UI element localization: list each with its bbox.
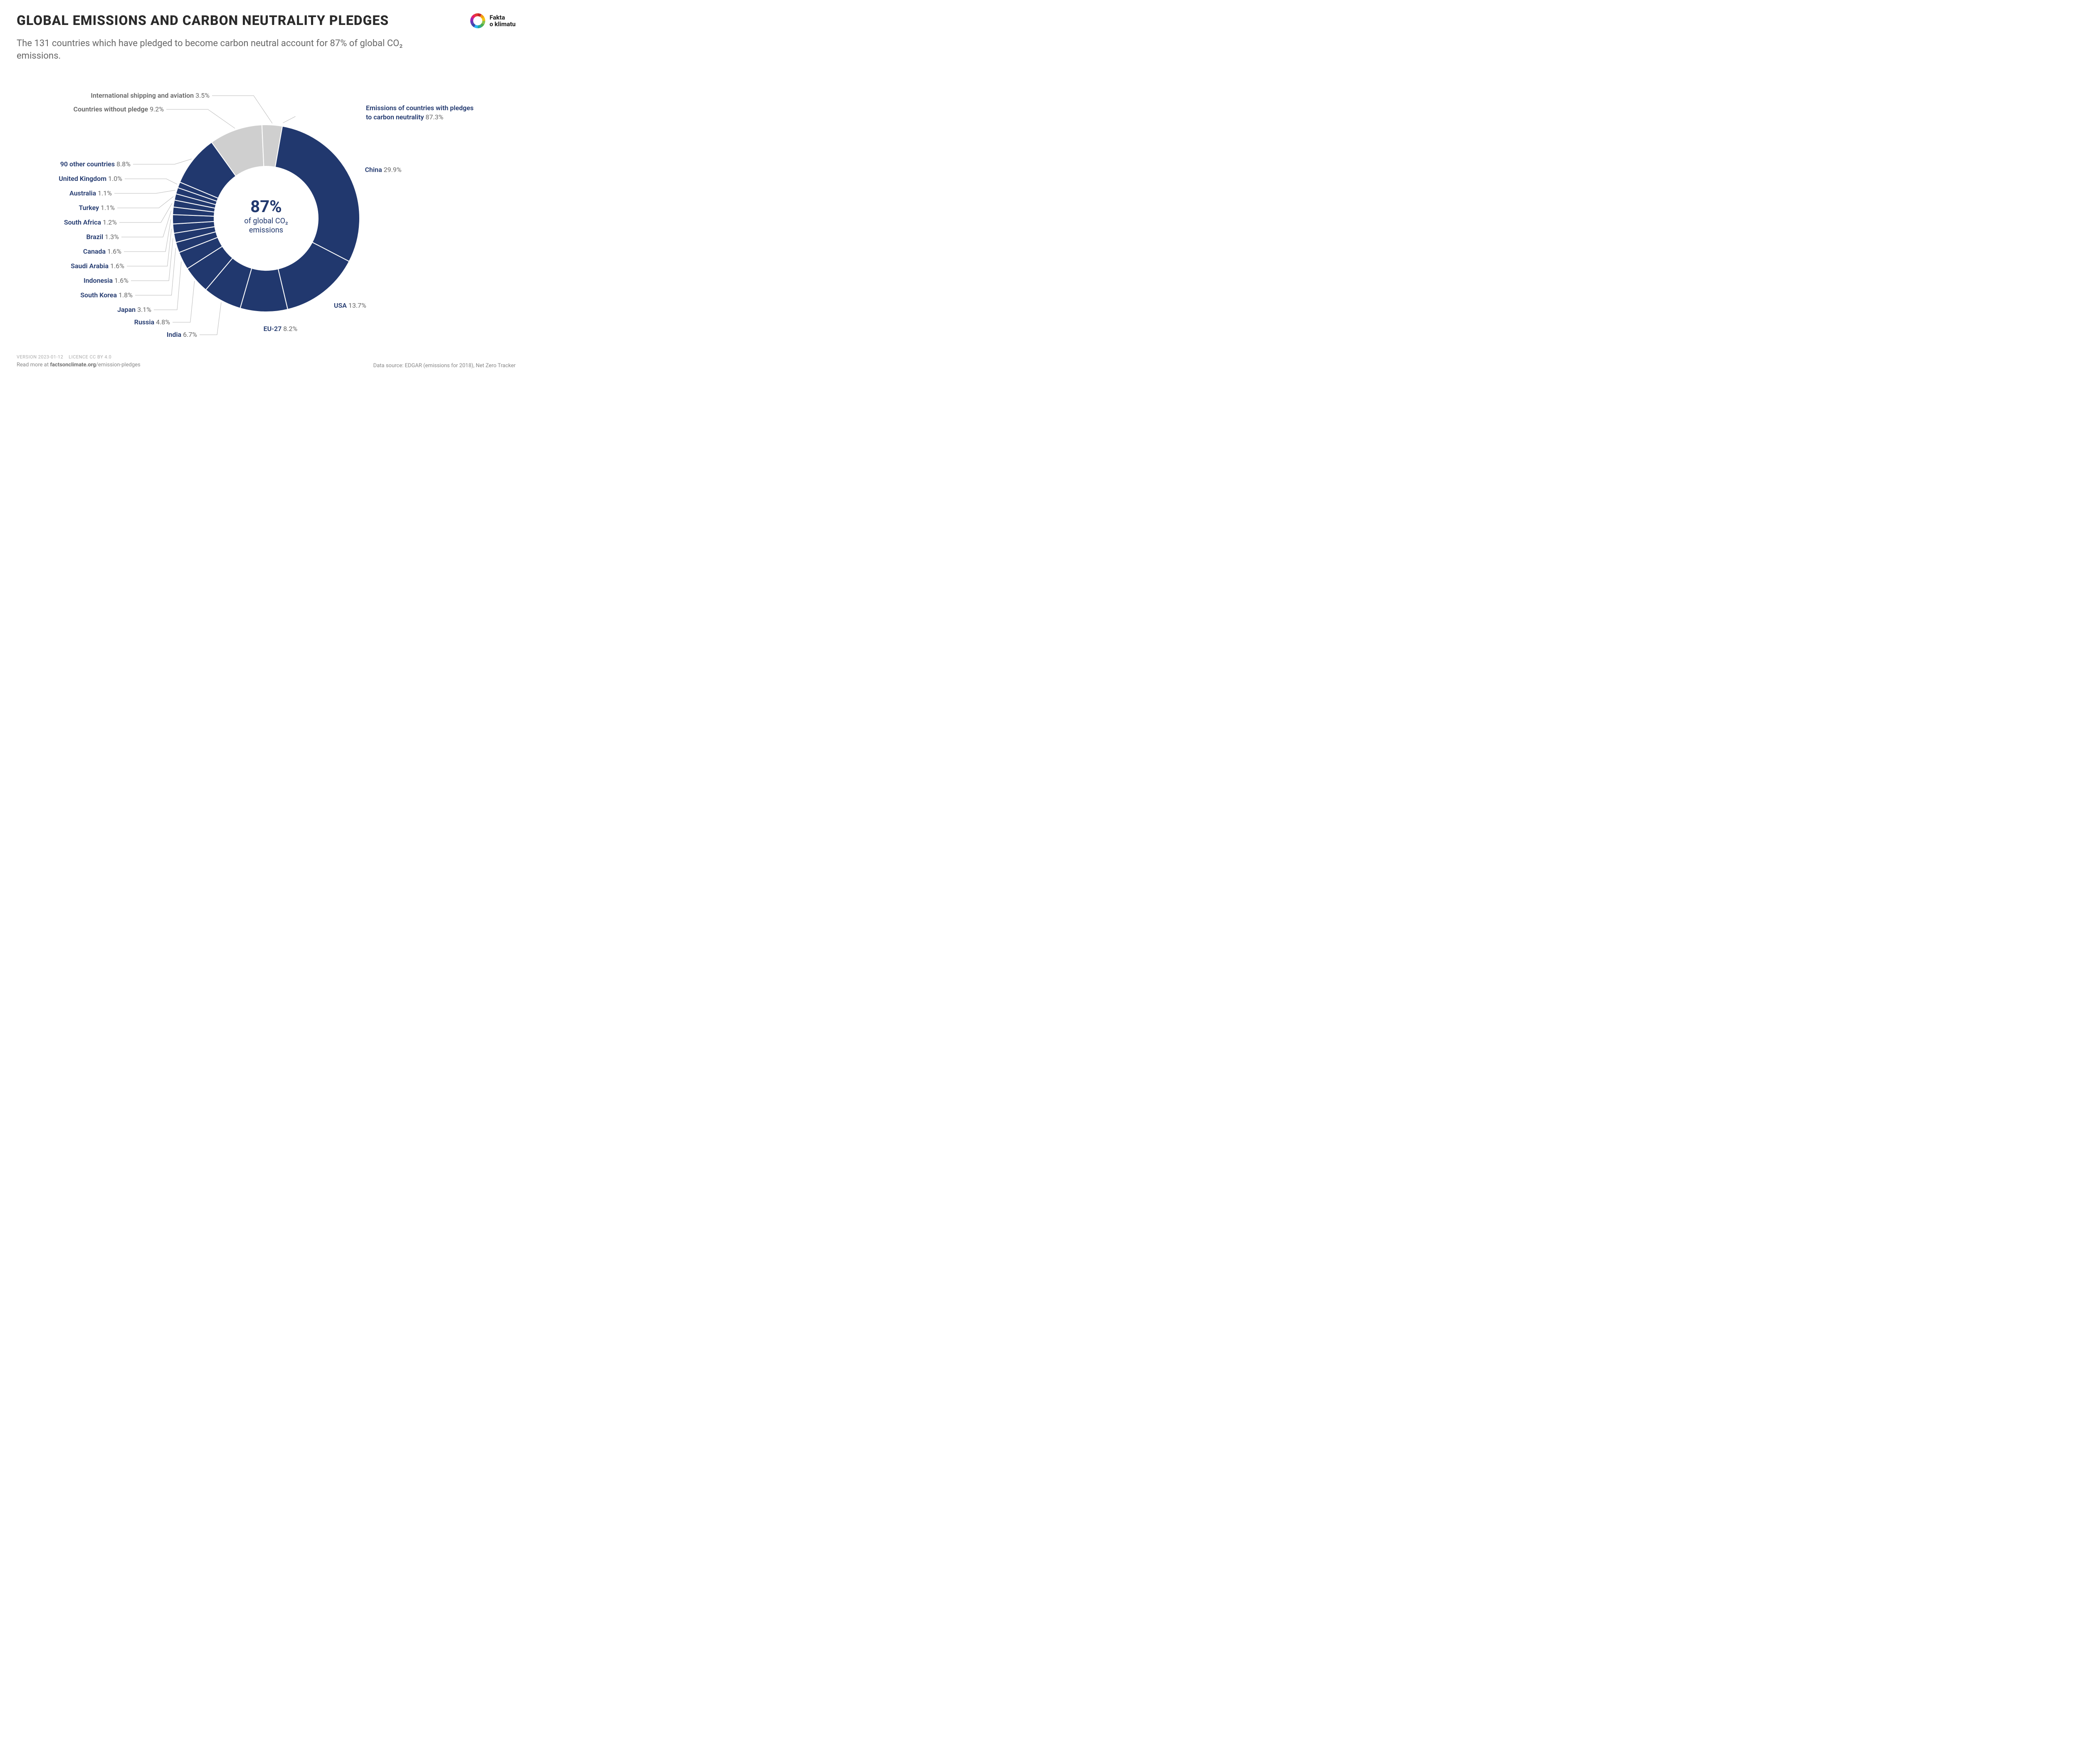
slice-label: Countries without pledge 9.2%	[74, 105, 164, 113]
slice-label: United Kingdom 1.0%	[59, 175, 122, 183]
slice-label: China 29.9%	[365, 166, 402, 174]
pledge-header-label: Emissions of countries with pledges	[366, 104, 474, 112]
logo-line2: o klimatu	[489, 21, 516, 28]
donut-chart: 87%of global CO₂emissions Emissions of co…	[0, 60, 532, 347]
logo-line1: Fakta	[489, 14, 516, 21]
slice-label: Indonesia 1.6%	[84, 277, 128, 284]
pledge-header-label: to carbon neutrality 87.3%	[366, 113, 444, 121]
brand-logo: Fakta o klimatu	[469, 12, 516, 29]
center-caption: emissions	[249, 226, 283, 235]
center-caption: of global CO₂	[244, 217, 288, 225]
slice-label: Turkey 1.1%	[79, 204, 115, 212]
slice-label: South Africa 1.2%	[64, 218, 117, 226]
slice-label: 90 other countries 8.8%	[60, 160, 131, 168]
readmore-text: Read more at factsonclimate.org/emission…	[17, 361, 141, 369]
slice-label: India 6.7%	[167, 331, 197, 338]
center-percentage: 87%	[250, 197, 281, 216]
page-title: GLOBAL EMISSIONS AND CARBON NEUTRALITY P…	[17, 12, 389, 28]
slice-label: Australia 1.1%	[69, 189, 112, 197]
version-text: VERSION 2023-01-12	[17, 354, 63, 360]
slice-label: Brazil 1.3%	[86, 233, 119, 241]
data-source-text: Data source: EDGAR (emissions for 2018),…	[373, 363, 516, 369]
slice-label: Russia 4.8%	[134, 318, 170, 326]
slice-label: International shipping and aviation 3.5%	[91, 91, 210, 99]
logo-ring-icon	[469, 12, 486, 29]
footer: VERSION 2023-01-12 LICENCE CC BY 4.0 Rea…	[17, 354, 516, 369]
slice-label: Canada 1.6%	[83, 247, 121, 255]
licence-text: LICENCE CC BY 4.0	[69, 354, 111, 360]
slice-label: Japan 3.1%	[117, 306, 151, 314]
donut-slice	[275, 126, 360, 261]
subtitle: The 131 countries which have pledged to …	[17, 37, 424, 62]
slice-label: USA 13.7%	[334, 301, 366, 309]
slice-label: EU-27 8.2%	[264, 325, 298, 333]
logo-text: Fakta o klimatu	[489, 14, 516, 28]
slice-label: South Korea 1.8%	[80, 291, 133, 299]
slice-label: Saudi Arabia 1.6%	[71, 262, 124, 270]
